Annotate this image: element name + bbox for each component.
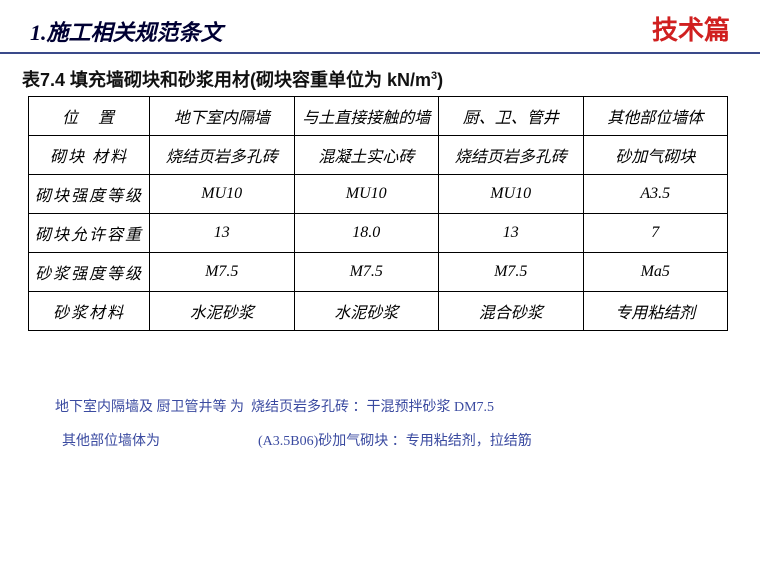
header-bar: 1.施工相关规范条文 技术篇 <box>0 0 760 54</box>
cell-3-3: Ma5 <box>583 253 728 292</box>
cell-4-0: 水泥砂浆 <box>150 292 295 331</box>
cell-2-0: 13 <box>150 214 295 253</box>
cell-2-2: 13 <box>439 214 584 253</box>
col-header-0: 地下室内隔墙 <box>150 97 295 136</box>
cell-1-1: MU10 <box>294 175 439 214</box>
row-header-2: 砌块强度等级 <box>29 175 150 214</box>
cell-0-1: 混凝土实心砖 <box>294 136 439 175</box>
cell-1-3: A3.5 <box>583 175 728 214</box>
cell-0-3: 砂加气砌块 <box>583 136 728 175</box>
table-caption: 表7.4 填充墙砌块和砂浆用材(砌块容重单位为 kN/m3) <box>22 66 760 92</box>
section-title: 1.施工相关规范条文 <box>30 15 223 47</box>
cell-3-1: M7.5 <box>294 253 439 292</box>
col-header-2: 厨、卫、管井 <box>439 97 584 136</box>
col-header-1: 与土直接接触的墙 <box>294 97 439 136</box>
cell-0-0: 烧结页岩多孔砖 <box>150 136 295 175</box>
row-header-0: 位 置 <box>29 97 150 136</box>
cell-2-1: 18.0 <box>294 214 439 253</box>
cell-4-2: 混合砂浆 <box>439 292 584 331</box>
cell-3-0: M7.5 <box>150 253 295 292</box>
notes: 地下室内隔墙及 厨卫管井等 为 烧结页岩多孔砖 ：干混预拌砂浆 DM7.5 其他… <box>55 391 760 458</box>
cell-1-0: MU10 <box>150 175 295 214</box>
caption-prefix: 表7.4 填充墙砌块和砂浆用材(砌块容重单位为 kN/m <box>22 70 431 90</box>
row-header-3: 砌块允许容重 <box>29 214 150 253</box>
note-line-1: 地下室内隔墙及 厨卫管井等 为 烧结页岩多孔砖 ：干混预拌砂浆 DM7.5 <box>55 391 760 425</box>
row-header-1: 砌块 材料 <box>29 136 150 175</box>
row-header-5: 砂浆材料 <box>29 292 150 331</box>
col-header-3: 其他部位墙体 <box>583 97 728 136</box>
spec-table: 位 置地下室内隔墙与土直接接触的墙厨、卫、管井其他部位墙体砌块 材料烧结页岩多孔… <box>28 96 728 331</box>
row-header-4: 砂浆强度等级 <box>29 253 150 292</box>
cell-2-3: 7 <box>583 214 728 253</box>
cell-4-3: 专用粘结剂 <box>583 292 728 331</box>
note-line-2: 其他部位墙体为 (A3.5B06)砂加气砌块 ：专用粘结剂，拉结筋 <box>55 425 760 459</box>
cell-0-2: 烧结页岩多孔砖 <box>439 136 584 175</box>
corner-label: 技术篇 <box>652 10 730 47</box>
caption-suffix: ) <box>437 70 443 90</box>
cell-3-2: M7.5 <box>439 253 584 292</box>
cell-1-2: MU10 <box>439 175 584 214</box>
cell-4-1: 水泥砂浆 <box>294 292 439 331</box>
